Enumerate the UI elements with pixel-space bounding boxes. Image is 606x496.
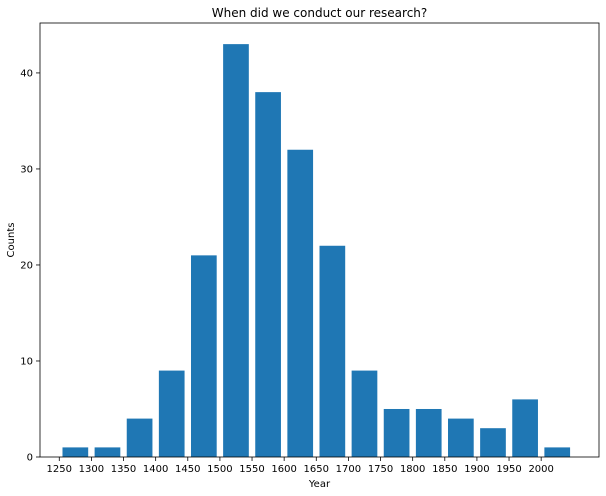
x-tick-label: 1500	[207, 464, 232, 475]
chart-title: When did we conduct our research?	[212, 6, 428, 20]
bars-group	[62, 44, 571, 458]
bar-1800-1850	[415, 408, 442, 457]
x-tick-label: 1650	[304, 464, 329, 475]
x-tick-label: 1350	[111, 464, 136, 475]
bar-2000-2050	[544, 447, 571, 457]
x-tick-label: 1900	[464, 464, 489, 475]
bar-1450-1500	[190, 255, 217, 457]
bar-1600-1650	[287, 149, 314, 458]
x-axis-label: Year	[308, 479, 331, 490]
x-tick-label: 1850	[432, 464, 457, 475]
x-tick-label: 1400	[143, 464, 168, 475]
bar-1400-1450	[158, 370, 185, 457]
x-tick-label: 1750	[368, 464, 393, 475]
x-tick-label: 1250	[47, 464, 72, 475]
x-tick-label: 1950	[496, 464, 521, 475]
x-tick-label: 2000	[528, 464, 553, 475]
y-tick-label: 20	[20, 260, 33, 271]
x-tick-label: 1700	[336, 464, 361, 475]
bar-1650-1700	[319, 245, 346, 457]
x-axis-ticks: 1250 1300 1350 1400 1450 1500 1550 1600 1650 1700…	[47, 457, 554, 475]
y-axis-label: Counts	[6, 223, 17, 258]
bar-1250-1300	[62, 447, 89, 457]
bar-1900-1950	[480, 428, 506, 457]
bar-1300-1350	[94, 447, 121, 457]
y-tick-label: 40	[20, 68, 33, 79]
bar-1850-1900	[448, 418, 474, 457]
bar-1550-1600	[255, 92, 281, 457]
bar-1350-1400	[126, 418, 153, 457]
bar-1500-1550	[223, 44, 249, 457]
bar-1700-1750	[351, 370, 378, 457]
y-tick-label: 0	[27, 453, 33, 464]
y-axis-ticks: 0 10 20 30 40	[20, 68, 40, 464]
x-tick-label: 1450	[175, 464, 200, 475]
y-tick-label: 30	[20, 164, 33, 175]
x-tick-label: 1300	[79, 464, 104, 475]
y-tick-label: 10	[20, 356, 33, 367]
x-tick-label: 1600	[271, 464, 296, 475]
x-tick-label: 1800	[400, 464, 425, 475]
x-tick-label: 1550	[239, 464, 264, 475]
bar-1950-2000	[512, 399, 538, 457]
plot-frame	[39, 22, 600, 458]
bar-1750-1800	[383, 408, 410, 457]
